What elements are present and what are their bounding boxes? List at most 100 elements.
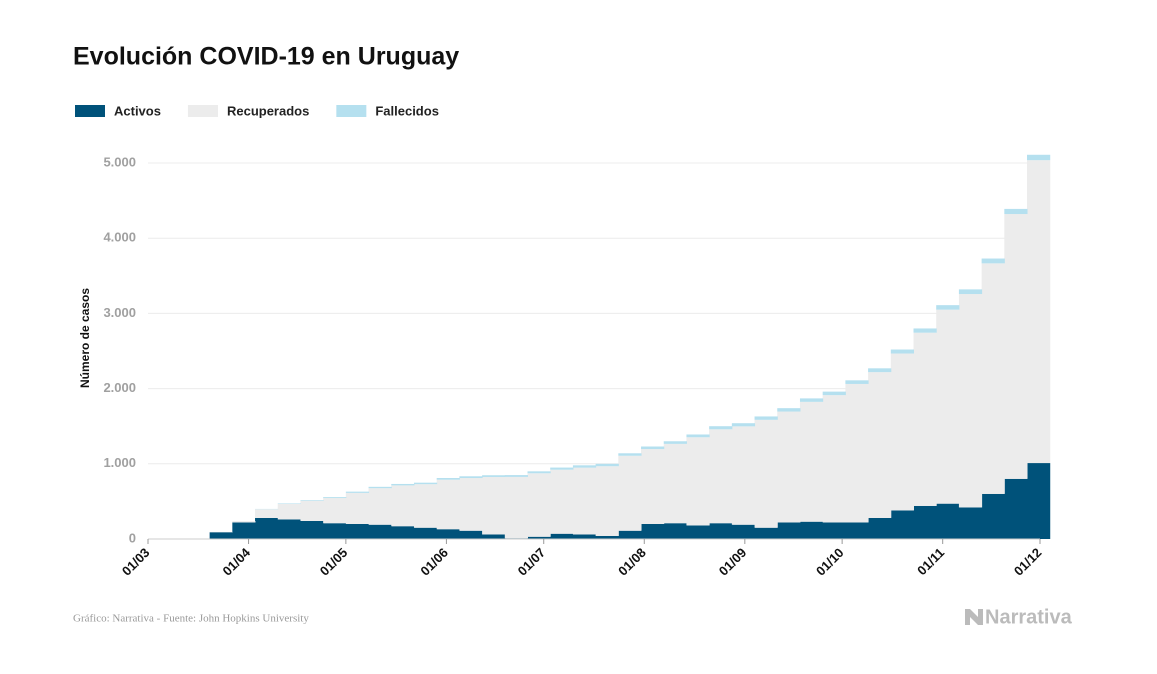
area-step [868,517,892,539]
area-step [482,476,506,535]
x-tick-label: 01/12 [1011,545,1045,579]
legend-label: Activos [114,103,161,118]
area-step [822,391,846,396]
area-step [1004,208,1028,215]
area-step [777,522,801,539]
area-step [686,434,710,438]
area-step [845,522,869,539]
area-step [277,503,301,504]
area-step [981,263,1005,494]
area-step [845,383,869,523]
area-step [958,294,983,508]
area-step [413,482,438,485]
area-step [1027,463,1051,539]
area-step [618,455,642,531]
area-step [300,520,324,539]
y-axis-label: Número de casos [78,288,92,388]
area-step [345,491,370,493]
area-step [323,498,347,524]
area-step [368,486,392,489]
area-step [799,521,824,539]
area-step [391,485,415,527]
area-step [459,476,483,479]
legend-label: Fallecidos [375,103,439,118]
area-step [936,503,960,539]
area-step [300,500,324,501]
area-step [936,309,960,504]
area-step [504,476,529,539]
y-tick-label: 4.000 [103,230,136,245]
area-step [595,466,619,536]
area-step [550,469,574,534]
area-step [527,536,551,539]
legend-label: Recuperados [227,103,309,118]
x-tick-label: 01/08 [615,545,649,579]
area-step [686,525,710,539]
area-step [731,426,756,525]
area-step [731,524,756,539]
area-step [1004,214,1028,479]
area-step [981,258,1005,264]
area-step [958,289,983,295]
legend-swatch [75,105,105,117]
area-step [731,423,756,427]
area-step [868,368,892,373]
x-tick-label: 01/06 [417,545,451,579]
y-tick-label: 1.000 [103,455,136,470]
area-step [890,510,914,539]
area-step [799,398,824,402]
legend-swatch [187,105,218,117]
x-tick-label: 01/03 [119,545,153,579]
area-step [527,471,551,474]
x-tick-label: 01/09 [716,545,750,579]
area-step [958,507,983,539]
area-step [232,521,256,523]
area-step [391,526,415,539]
area-step [345,492,370,524]
area-step [436,478,460,480]
area-step [709,426,733,430]
area-step [641,446,665,450]
area-step [686,437,710,526]
area-step [890,349,914,354]
area-step [663,441,687,444]
area-step [572,465,597,468]
area-step [799,401,824,522]
area-step [527,473,551,537]
area-step [459,478,483,531]
area-step [255,517,279,539]
x-tick-label: 01/05 [317,545,351,579]
area-step [1004,478,1028,539]
source: Gráfico: Narrativa - Fuente: John Hopkin… [73,613,309,625]
area-step [1027,154,1051,161]
area-step [618,453,642,456]
area-step [482,534,506,539]
x-tick-label: 01/07 [515,545,549,579]
area-step [277,503,301,520]
area-step [845,380,869,384]
area-step [822,395,846,523]
area-step [913,332,937,506]
area-step [981,493,1005,539]
area-step [482,475,506,477]
area-step [391,483,415,486]
area-step [436,529,460,539]
area-step [459,530,483,539]
brand-logo [965,609,983,625]
y-tick-label: 2.000 [103,380,136,395]
area-step [368,524,392,539]
area-step [663,523,687,539]
area-step [618,530,642,539]
area-step [663,443,687,524]
area-step [890,353,914,511]
area-step [368,488,392,525]
x-tick-label: 01/11 [914,545,947,578]
area-step [754,527,778,539]
area-step [709,523,733,539]
area-step [550,533,574,539]
area-step [754,416,778,420]
x-tick-label: 01/04 [219,544,253,578]
area-step [595,463,619,467]
area-step [323,497,347,499]
area-step [1027,160,1051,464]
